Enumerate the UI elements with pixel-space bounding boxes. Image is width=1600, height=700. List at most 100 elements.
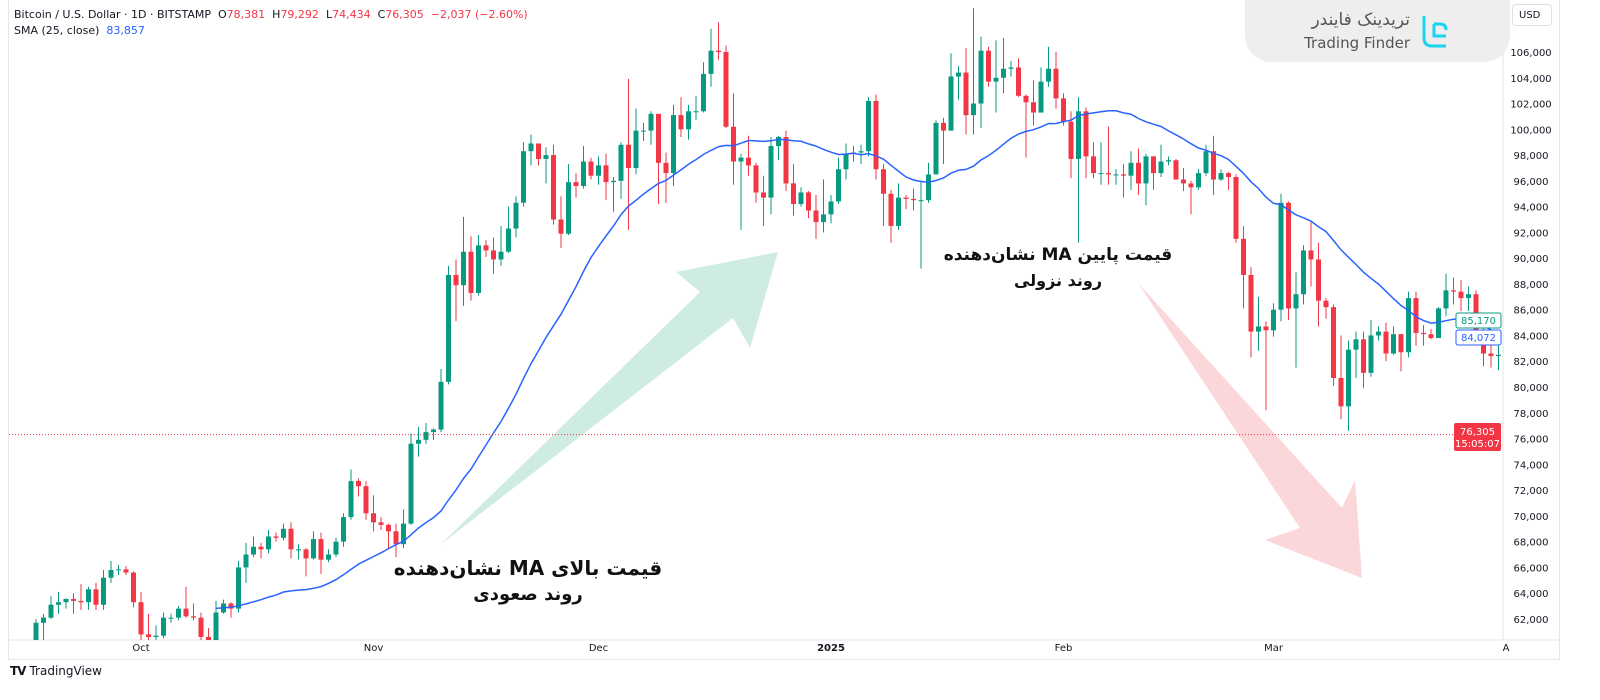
legend-symbol[interactable]: Bitcoin / U.S. Dollar · 1D · BITSTAMP O7… [14,8,528,21]
candle [1308,222,1314,287]
uptrend-arrow [440,252,778,545]
candle [341,513,346,547]
candle-body [33,622,39,640]
candle [948,53,954,131]
candle [603,153,609,201]
candle [558,196,564,248]
candle-body [641,130,646,132]
candle-body [843,153,849,170]
candle-body [1196,173,1201,188]
candle [1211,135,1216,196]
candle [1406,291,1411,358]
candle-body [371,513,376,523]
candle-body [701,73,706,112]
candle-body [1241,238,1246,275]
price-axis[interactable]: 62,000 64,000 66,000 68,000 70,000 72,000 74,0… [1510,48,1551,626]
candle [461,216,466,306]
trading-finder-watermark: تریدینک فایندر Trading Finder [1245,0,1510,62]
price-tick-label: 100,000 [1510,125,1551,136]
candle [416,426,421,457]
candle [896,183,901,230]
candle-body [1023,95,1029,103]
candle-body [933,122,939,175]
candle-body [731,126,736,162]
candle-body [753,165,759,193]
candle [708,28,714,87]
candle [1338,335,1344,420]
candle-body [1226,173,1231,177]
candle-body [1158,161,1164,174]
candle-body [378,522,384,525]
candle [791,164,796,216]
candle-body [93,589,99,605]
candle-body [1128,162,1134,176]
candle [1383,322,1389,362]
candle [528,134,534,166]
candle-body [1106,173,1111,175]
candle [1346,340,1351,431]
candle [618,142,624,199]
candle [513,196,519,238]
candle-body [56,602,61,605]
candle-body [1031,102,1036,113]
candle-body [183,608,189,617]
time-axis[interactable]: Oct Nov Dec 2025 Feb Mar A [132,643,1509,654]
candle [206,627,211,640]
candle-body [131,572,136,603]
currency-selector[interactable]: USD [1512,4,1552,26]
candle [836,157,841,205]
candle [806,191,811,219]
candle [1151,156,1156,190]
price-tick-label: 86,000 [1514,306,1549,317]
candle [1076,97,1081,243]
candle [798,187,804,207]
candle [311,531,316,560]
candle [1293,272,1299,368]
candle-body [776,137,781,147]
candle [258,542,264,559]
candle [581,146,586,189]
candle [843,143,849,180]
price-tick-label: 88,000 [1514,280,1549,291]
candle [326,549,331,563]
candle-body [978,50,984,104]
candle [971,8,976,135]
candle [753,162,759,203]
candle [1083,107,1089,179]
time-tick-label: Nov [364,643,384,654]
symbol-line: Bitcoin / U.S. Dollar · 1D · BITSTAMP [14,8,211,21]
candle [1091,142,1096,179]
candle [686,104,691,140]
candle-body [1443,290,1449,309]
candle-body [348,481,354,518]
candle-body [581,161,586,187]
candle-body [596,165,601,176]
candle-body [1076,111,1081,159]
candle-body [1293,294,1299,309]
candle [423,423,429,444]
candle [663,152,669,203]
candle [881,164,886,226]
candle-body [1248,274,1254,332]
price-tick-label: 94,000 [1514,203,1549,214]
candle-body [1061,98,1066,122]
candle [348,469,354,520]
candle-body [573,182,579,187]
candle [318,532,324,574]
candle-body [1323,300,1329,308]
candle-body [633,130,639,168]
candle-body [1331,307,1336,378]
candle-body [1338,377,1344,407]
legend-sma[interactable]: SMA (25, close) 83,857 [14,24,145,37]
time-tick-label: Feb [1055,643,1073,654]
candle [648,111,654,145]
candle-body [566,182,571,234]
candle [221,599,226,614]
candle-body [191,616,196,618]
candle-body [716,50,721,52]
tradingview-footer[interactable]: TV TradingView [10,664,102,678]
candle-body [431,429,436,433]
candle [1376,326,1381,341]
price-tick-label: 70,000 [1514,512,1549,523]
